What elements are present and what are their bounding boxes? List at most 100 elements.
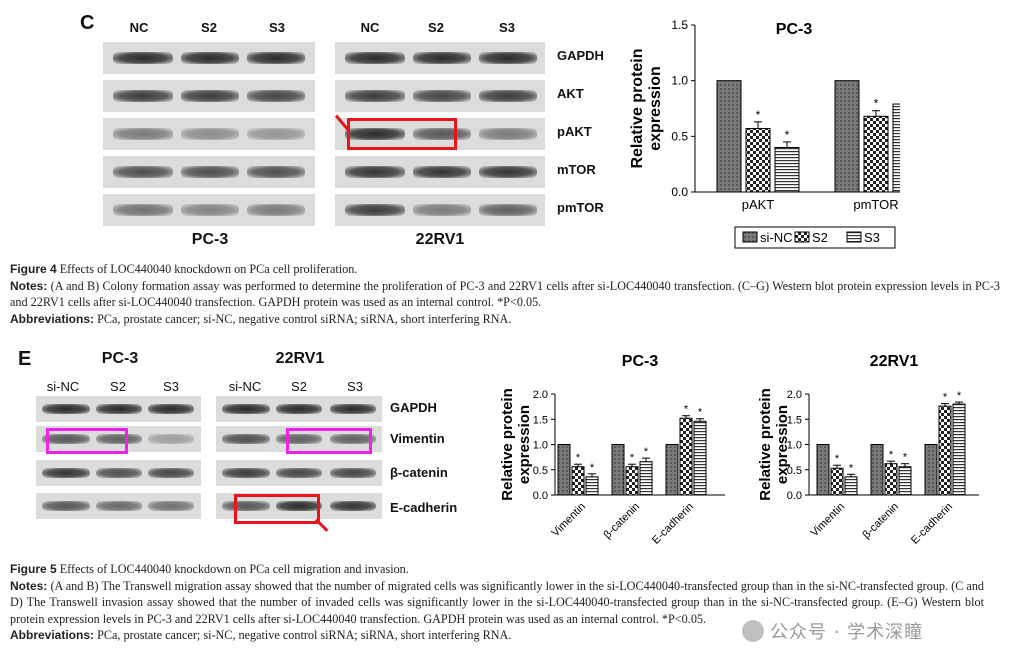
figure-label: Figure 4 — [10, 262, 57, 276]
protein-band — [479, 128, 537, 140]
bar — [898, 466, 912, 496]
bar — [884, 463, 898, 496]
protein-band — [276, 434, 322, 444]
y-tick-label: 1.0 — [671, 74, 688, 88]
protein-band — [345, 204, 405, 216]
blot-strip — [36, 460, 201, 486]
protein-band — [148, 434, 194, 444]
blot-strip — [36, 493, 201, 519]
blot-strip — [103, 42, 315, 74]
x-tick-label: Vimentin — [550, 501, 589, 540]
protein-band — [148, 468, 194, 478]
lane-header: S2 — [428, 20, 444, 35]
lane-header: si-NC — [46, 379, 80, 394]
protein-band — [113, 166, 173, 178]
protein-band — [113, 128, 173, 140]
protein-band — [345, 90, 405, 102]
y-tick-label: 0.5 — [787, 465, 802, 477]
protein-band — [247, 166, 305, 178]
protein-band — [42, 501, 90, 511]
bar — [611, 444, 625, 496]
protein-label: AKT — [557, 86, 584, 101]
y-tick-label: 1.5 — [533, 414, 548, 426]
bar — [774, 146, 800, 193]
cell-line-title: 22RV1 — [415, 231, 465, 248]
cell-line-title: 22RV1 — [275, 350, 325, 367]
blot-strip — [335, 156, 545, 188]
significance-star: * — [576, 452, 581, 464]
y-axis-label: Relative proteinexpression — [629, 48, 664, 168]
blot-strip — [335, 118, 545, 150]
abbreviations-text: PCa, prostate cancer; si-NC, negative co… — [97, 628, 512, 642]
blot-strip — [103, 80, 315, 112]
cell-line-title: PC-3 — [101, 350, 139, 367]
significance-star: * — [943, 392, 948, 404]
x-tick-label: β-catenin — [860, 501, 901, 542]
bar — [639, 461, 653, 496]
chart-title: PC-3 — [776, 21, 813, 38]
legend-label: S2 — [812, 230, 828, 245]
protein-band — [345, 128, 405, 140]
protein-band — [42, 404, 90, 414]
significance-star: * — [590, 462, 595, 474]
bar — [830, 467, 844, 496]
bar — [693, 420, 707, 496]
protein-band — [113, 52, 173, 64]
figure-5-caption: Figure 5 Effects of LOC440040 knockdown … — [10, 561, 984, 644]
x-tick-label: E-cadherin — [650, 501, 696, 547]
protein-band — [479, 90, 537, 102]
protein-label: E-cadherin — [390, 500, 458, 515]
bar — [679, 417, 693, 496]
bar — [844, 476, 858, 496]
y-tick-label: 2.0 — [787, 389, 802, 401]
protein-band — [148, 404, 194, 414]
legend-swatch — [846, 231, 862, 243]
protein-band — [247, 52, 305, 64]
protein-label: β-catenin — [390, 465, 448, 480]
protein-band — [247, 90, 305, 102]
significance-star: * — [903, 452, 908, 464]
protein-band — [96, 468, 142, 478]
y-tick-label: 0.5 — [533, 465, 548, 477]
protein-band — [479, 166, 537, 178]
x-tick-label: pAKT — [742, 197, 775, 212]
wechat-icon — [742, 620, 764, 642]
protein-band — [276, 404, 322, 414]
protein-label: mTOR — [557, 162, 596, 177]
highlight-box-magenta — [286, 428, 372, 454]
bar — [625, 466, 639, 496]
bar — [834, 80, 860, 193]
protein-band — [413, 166, 471, 178]
protein-band — [413, 90, 471, 102]
x-tick-label: pmTOR — [853, 197, 898, 212]
protein-band — [113, 204, 173, 216]
highlight-box-magenta — [46, 428, 128, 454]
protein-label: GAPDH — [557, 48, 604, 63]
caption-title: Effects of LOC440040 knockdown on PCa ce… — [59, 262, 358, 276]
significance-star: * — [849, 462, 854, 474]
protein-band — [276, 501, 322, 511]
notes-label: Notes: — [10, 278, 48, 293]
bar — [557, 444, 571, 496]
lane-header: NC — [360, 20, 380, 35]
protein-band — [96, 404, 142, 414]
y-axis-label: Relative proteinexpression — [499, 388, 533, 501]
caption-title-line: Figure 5 Effects of LOC440040 knockdown … — [10, 561, 984, 578]
lane-header: S2 — [291, 379, 307, 394]
significance-star: * — [874, 97, 879, 111]
protein-band — [345, 52, 405, 64]
significance-star: * — [644, 446, 649, 458]
protein-band — [276, 468, 322, 478]
protein-band — [330, 404, 376, 414]
lane-header: si-NC — [228, 379, 262, 394]
y-tick-label: 0.0 — [533, 490, 548, 502]
protein-band — [181, 90, 239, 102]
blot-strip — [103, 156, 315, 188]
caption-notes: Notes: (A and B) Colony formation assay … — [10, 278, 1000, 311]
protein-band — [330, 501, 376, 511]
protein-band — [42, 468, 90, 478]
protein-band — [222, 434, 270, 444]
lane-header: S3 — [347, 379, 363, 394]
x-tick-label: E-cadherin — [909, 501, 955, 547]
